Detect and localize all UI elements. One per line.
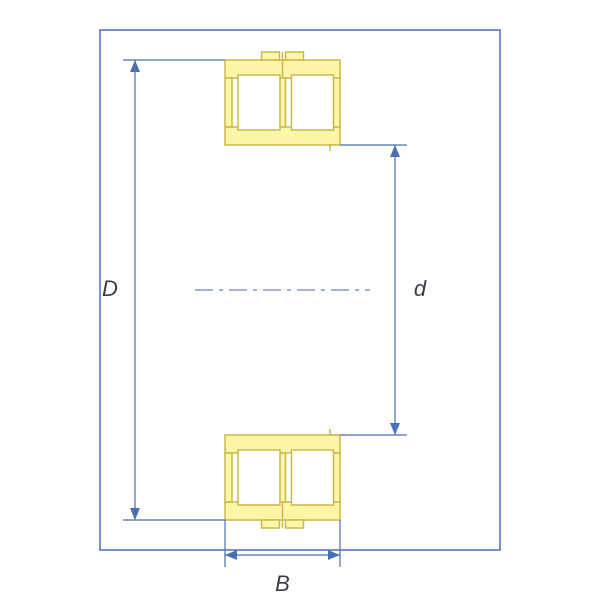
- dimension-B: B: [225, 520, 340, 596]
- label-B: B: [275, 571, 290, 596]
- dimension-d: d: [340, 145, 427, 435]
- label-D: D: [102, 276, 118, 301]
- label-d: d: [414, 276, 427, 301]
